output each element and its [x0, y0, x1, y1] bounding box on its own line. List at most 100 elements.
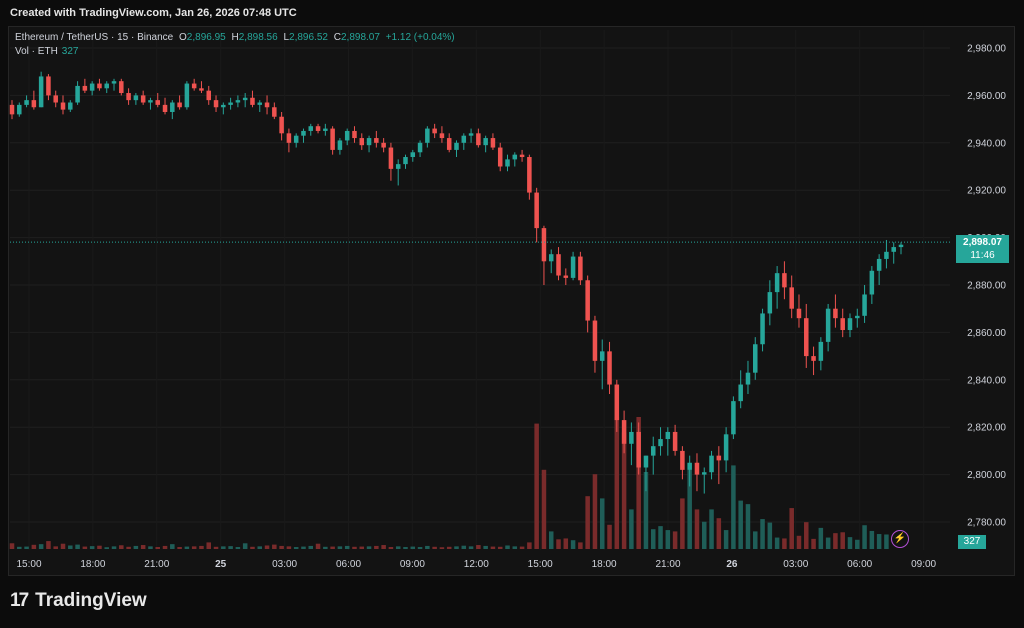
volume-bar	[403, 547, 408, 549]
low-label: L	[283, 32, 290, 43]
volume-bar	[250, 546, 255, 549]
candle-body	[221, 104, 226, 108]
volume-bar	[694, 509, 700, 549]
tradingview-brand[interactable]: 17 TradingView	[10, 590, 147, 612]
candle-body	[833, 308, 838, 319]
candle-body	[607, 351, 612, 385]
volume-bar	[417, 547, 423, 549]
ohlc-legend: Ethereum / TetherUS · 15 · Binance O 2,89…	[15, 32, 458, 43]
candles	[9, 71, 904, 494]
time-tick-label: 25	[215, 559, 227, 570]
volume-bar	[621, 432, 627, 549]
price-tick-label: 2,820.00	[967, 423, 1006, 434]
volume-bar	[432, 546, 437, 549]
volume-bar	[527, 542, 532, 549]
candle-body	[337, 140, 343, 150]
volume-label[interactable]: Vol · ETH	[15, 46, 58, 57]
volume-bar	[126, 546, 131, 549]
candle-body	[512, 154, 518, 160]
candle-body	[301, 130, 306, 136]
candle-body	[694, 462, 700, 475]
volume-tag: 327	[958, 535, 986, 549]
price-axis[interactable]: 2,980.002,960.002,940.002,920.002,900.00…	[967, 44, 1006, 529]
volume-bar	[162, 545, 168, 549]
price-tick-label: 2,980.00	[967, 44, 1006, 55]
volume-bar	[505, 545, 510, 549]
volume-bar	[228, 546, 233, 549]
time-tick-label: 21:00	[655, 559, 680, 570]
candle-body	[374, 138, 379, 143]
open-label: O	[179, 32, 187, 43]
candle-body	[760, 313, 765, 345]
time-tick-label: 18:00	[592, 559, 617, 570]
time-tick-label: 03:00	[272, 559, 297, 570]
volume-bar	[476, 545, 481, 549]
candle-body	[621, 420, 627, 444]
candle-body	[680, 450, 685, 470]
candle-body	[753, 344, 758, 373]
volume-bar	[614, 417, 620, 549]
volume-bar	[272, 544, 277, 549]
volume-bar	[658, 526, 663, 549]
volume-bar	[745, 504, 751, 549]
volume-bar	[75, 544, 80, 549]
volume-bar	[731, 465, 736, 549]
candle-body	[723, 434, 729, 461]
tradingview-logo-icon: 17	[10, 590, 29, 611]
volume-bar	[716, 518, 722, 549]
candle-body	[629, 431, 634, 444]
volume-bar	[672, 531, 678, 549]
volume-bar	[629, 509, 634, 549]
volume-bar	[199, 545, 204, 549]
volume-bar	[876, 534, 882, 549]
candle-body	[738, 384, 743, 402]
candle-body	[811, 356, 816, 361]
volume-bar	[330, 546, 335, 549]
volume-bar	[24, 546, 29, 549]
candle-body	[199, 88, 204, 91]
candle-body	[454, 142, 459, 150]
time-axis[interactable]: 15:00 18:00 21:00 25 03:00 06:00 09:00 12:00 15:…	[16, 559, 936, 570]
candle-body	[286, 133, 292, 143]
candle-body	[650, 446, 656, 456]
volume-bar	[541, 469, 547, 549]
price-tick-label: 2,920.00	[967, 186, 1006, 197]
high-value: 2,898.56	[238, 32, 278, 43]
candle-body	[847, 318, 853, 331]
volume-bar	[344, 545, 350, 549]
candle-body	[308, 126, 314, 131]
volume-bars	[9, 417, 889, 549]
candle-body	[898, 244, 904, 248]
candle-body	[665, 431, 671, 440]
chart-panel[interactable]	[8, 26, 1015, 576]
volume-bar	[840, 532, 845, 549]
volume-bar	[119, 545, 124, 549]
candle-body	[425, 128, 430, 143]
time-tick-label: 26	[726, 559, 738, 570]
low-value: 2,896.52	[289, 32, 328, 43]
volume-bar	[468, 546, 474, 549]
volume-bar	[687, 469, 692, 549]
lightning-icon[interactable]: ⚡	[891, 530, 909, 548]
candle-body	[439, 133, 445, 139]
volume-bar	[140, 545, 146, 549]
volume-bar	[323, 546, 328, 549]
volume-bar	[512, 546, 518, 549]
time-tick-label: 18:00	[80, 559, 105, 570]
chart-caption: Created with TradingView.com, Jan 26, 20…	[10, 7, 297, 19]
candle-body	[658, 439, 663, 447]
volume-bar	[104, 547, 109, 549]
current-price: 2,898.07	[963, 237, 1002, 248]
symbol-label[interactable]: Ethereum / TetherUS · 15 · Binance	[15, 32, 174, 43]
volume-bar	[804, 522, 809, 549]
volume-bar	[170, 544, 175, 549]
candle-body	[60, 102, 66, 110]
volume-legend: Vol · ETH 327	[15, 46, 78, 57]
current-price-tag: 2,898.07 11:46	[956, 235, 1009, 263]
time-tick-label: 06:00	[336, 559, 361, 570]
candle-body	[446, 138, 452, 150]
candle-body	[709, 455, 714, 473]
volume-bar	[235, 547, 241, 549]
volume-bar	[774, 537, 780, 549]
